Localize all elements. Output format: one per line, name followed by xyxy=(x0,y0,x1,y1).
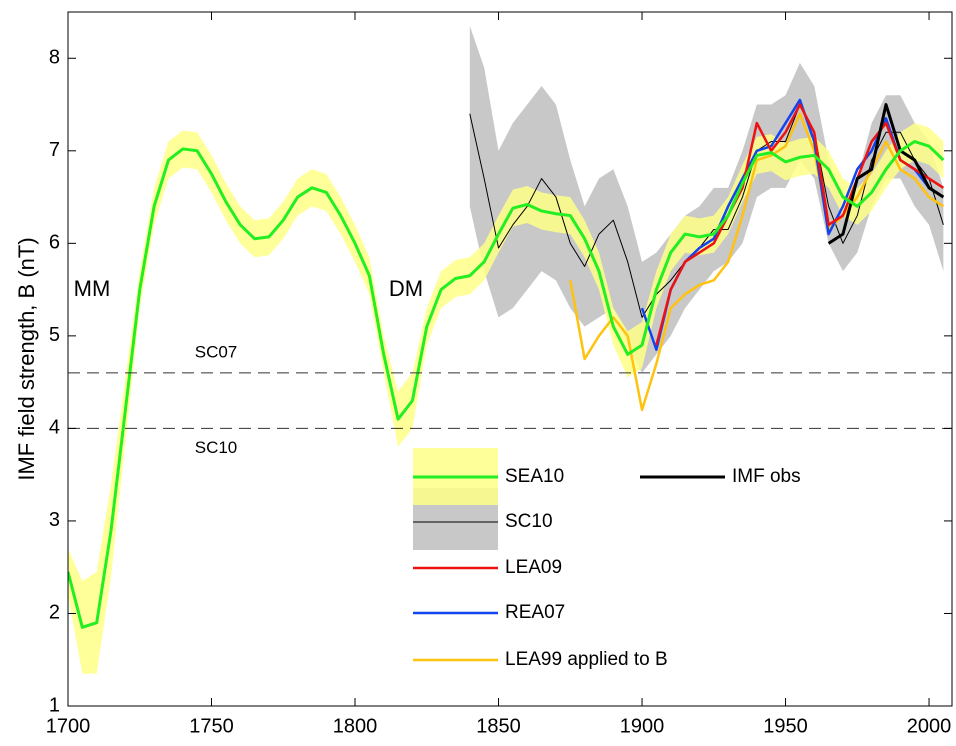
reference-label: SC10 xyxy=(195,438,238,457)
band xyxy=(68,123,944,674)
x-tick-label: 1750 xyxy=(189,715,234,737)
legend-label: IMF obs xyxy=(732,466,801,487)
y-tick-label: 4 xyxy=(49,417,60,439)
x-tick-label: 1800 xyxy=(333,715,378,737)
legend-label: LEA99 applied to B xyxy=(505,649,668,670)
x-tick-label: 1700 xyxy=(46,715,91,737)
series-line xyxy=(569,112,945,412)
x-tick-label: 1950 xyxy=(763,715,808,737)
y-tick-label: 8 xyxy=(49,47,60,69)
legend-label: REA07 xyxy=(505,602,565,623)
legend-label: SEA10 xyxy=(505,466,564,487)
plot xyxy=(68,25,945,674)
series-line xyxy=(827,103,945,245)
y-axis-label: IMF field strength, B (nT) xyxy=(14,237,39,480)
plot-frame xyxy=(67,11,953,707)
y-tick-label: 2 xyxy=(49,602,60,624)
series-line xyxy=(68,140,945,629)
reference-label: SC07 xyxy=(195,342,238,361)
annotation: DM xyxy=(389,276,423,301)
y-tick-label: 3 xyxy=(49,509,60,531)
y-tick-label: 6 xyxy=(49,232,60,254)
legend-label: SC10 xyxy=(505,511,553,532)
x-tick-label: 1900 xyxy=(620,715,665,737)
series-line xyxy=(655,103,945,346)
x-tick-label: 1850 xyxy=(476,715,521,737)
x-tick-label: 2000 xyxy=(907,715,952,737)
y-tick-label: 5 xyxy=(49,324,60,346)
y-tick-label: 1 xyxy=(49,694,60,716)
annotation: MM xyxy=(74,276,111,301)
y-tick-label: 7 xyxy=(49,139,60,161)
legend-label: LEA09 xyxy=(505,557,562,578)
band xyxy=(469,25,944,373)
series-line xyxy=(469,104,944,318)
